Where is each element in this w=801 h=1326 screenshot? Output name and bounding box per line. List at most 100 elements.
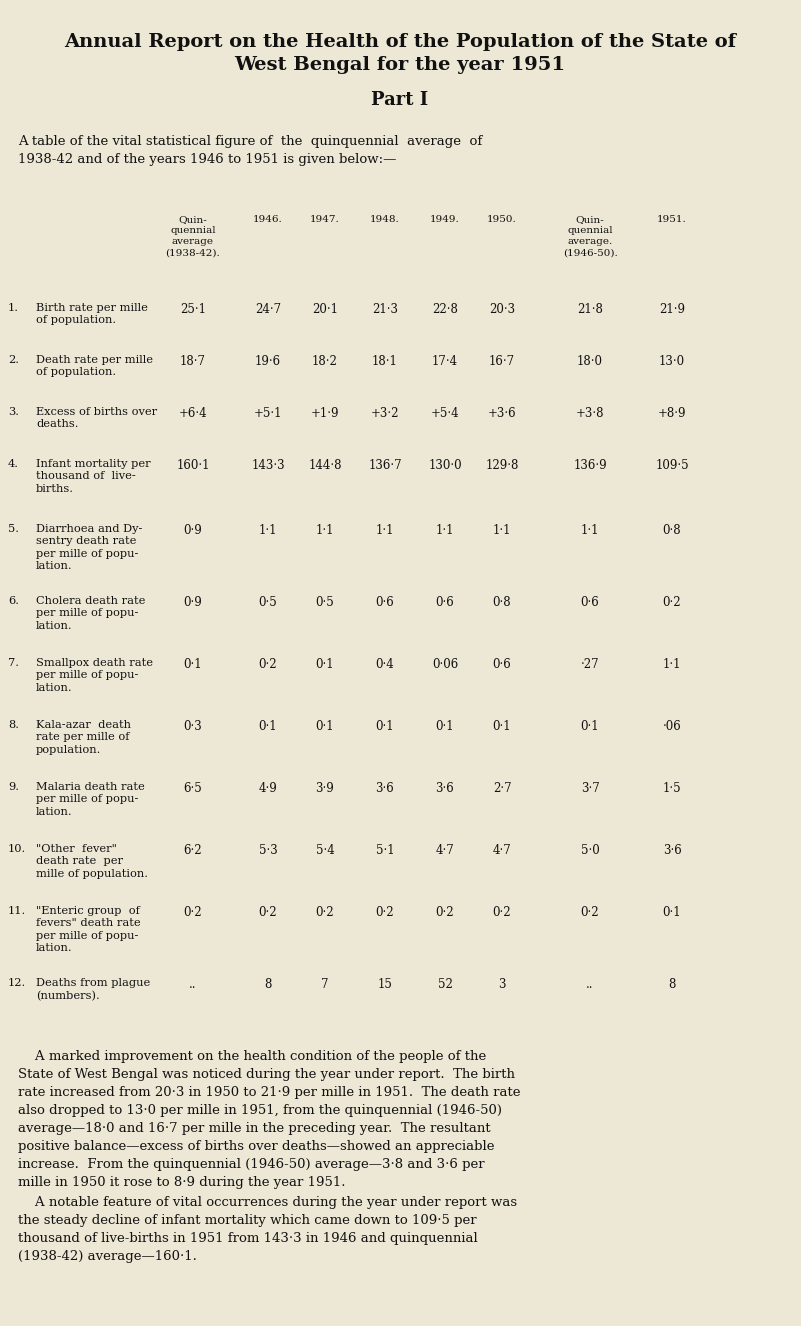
Text: 1·1: 1·1 xyxy=(662,658,681,671)
Text: 21·8: 21·8 xyxy=(577,304,603,316)
Text: Infant mortality per
thousand of  live-
births.: Infant mortality per thousand of live- b… xyxy=(36,459,151,493)
Text: 0·2: 0·2 xyxy=(436,906,454,919)
Text: +6·4: +6·4 xyxy=(179,407,207,420)
Text: 3: 3 xyxy=(498,979,505,991)
Text: 2.: 2. xyxy=(8,355,19,365)
Text: 4·7: 4·7 xyxy=(493,845,511,857)
Text: +3·6: +3·6 xyxy=(488,407,517,420)
Text: 4·7: 4·7 xyxy=(436,845,454,857)
Text: 1·1: 1·1 xyxy=(376,524,394,537)
Text: 129·8: 129·8 xyxy=(485,459,519,472)
Text: 1949.: 1949. xyxy=(430,215,460,224)
Text: Death rate per mille
of population.: Death rate per mille of population. xyxy=(36,355,153,378)
Text: "Other  fever"
death rate  per
mille of population.: "Other fever" death rate per mille of po… xyxy=(36,845,148,879)
Text: 24·7: 24·7 xyxy=(255,304,281,316)
Text: 0·1: 0·1 xyxy=(376,720,394,733)
Text: 0·9: 0·9 xyxy=(183,595,203,609)
Text: Cholera death rate
per mille of popu-
lation.: Cholera death rate per mille of popu- la… xyxy=(36,595,145,631)
Text: 6·2: 6·2 xyxy=(183,845,203,857)
Text: 3·6: 3·6 xyxy=(436,782,454,796)
Text: +5·1: +5·1 xyxy=(254,407,282,420)
Text: 0·1: 0·1 xyxy=(183,658,203,671)
Text: 18·0: 18·0 xyxy=(577,355,603,369)
Text: 0·5: 0·5 xyxy=(316,595,334,609)
Text: 21·9: 21·9 xyxy=(659,304,685,316)
Text: 7.: 7. xyxy=(8,658,19,668)
Text: A table of the vital statistical figure of  the  quinquennial  average  of: A table of the vital statistical figure … xyxy=(18,135,482,149)
Text: 6·5: 6·5 xyxy=(183,782,203,796)
Text: 0·1: 0·1 xyxy=(662,906,682,919)
Text: 0·4: 0·4 xyxy=(376,658,394,671)
Text: +3·8: +3·8 xyxy=(576,407,604,420)
Text: 0·2: 0·2 xyxy=(376,906,394,919)
Text: 0·6: 0·6 xyxy=(436,595,454,609)
Text: 8.: 8. xyxy=(8,720,19,731)
Text: 4.: 4. xyxy=(8,459,19,469)
Text: +1·9: +1·9 xyxy=(311,407,340,420)
Text: 7: 7 xyxy=(321,979,328,991)
Text: A marked improvement on the health condition of the people of the
State of West : A marked improvement on the health condi… xyxy=(18,1050,521,1189)
Text: 0·1: 0·1 xyxy=(581,720,599,733)
Text: Diarrhoea and Dy-
sentry death rate
per mille of popu-
lation.: Diarrhoea and Dy- sentry death rate per … xyxy=(36,524,143,572)
Text: 1947.: 1947. xyxy=(310,215,340,224)
Text: 0·2: 0·2 xyxy=(259,906,277,919)
Text: Part I: Part I xyxy=(372,91,429,109)
Text: 1·5: 1·5 xyxy=(662,782,682,796)
Text: 0·8: 0·8 xyxy=(493,595,511,609)
Text: 22·8: 22·8 xyxy=(432,304,458,316)
Text: ·27: ·27 xyxy=(581,658,599,671)
Text: 0·1: 0·1 xyxy=(259,720,277,733)
Text: Quin-
quennial
average.
(1946-50).: Quin- quennial average. (1946-50). xyxy=(562,215,618,257)
Text: 1950.: 1950. xyxy=(487,215,517,224)
Text: 3·6: 3·6 xyxy=(376,782,394,796)
Text: West Bengal for the year 1951: West Bengal for the year 1951 xyxy=(235,56,566,74)
Text: 1.: 1. xyxy=(8,304,19,313)
Text: 144·8: 144·8 xyxy=(308,459,342,472)
Text: ·06: ·06 xyxy=(662,720,682,733)
Text: 3.: 3. xyxy=(8,407,19,416)
Text: 13·0: 13·0 xyxy=(659,355,685,369)
Text: 0·1: 0·1 xyxy=(316,720,334,733)
Text: 10.: 10. xyxy=(8,845,26,854)
Text: 9.: 9. xyxy=(8,782,19,792)
Text: A notable feature of vital occurrences during the year under report was
the stea: A notable feature of vital occurrences d… xyxy=(18,1196,517,1262)
Text: 5·4: 5·4 xyxy=(316,845,334,857)
Text: Birth rate per mille
of population.: Birth rate per mille of population. xyxy=(36,304,148,325)
Text: 1·1: 1·1 xyxy=(493,524,511,537)
Text: 16·7: 16·7 xyxy=(489,355,515,369)
Text: 6.: 6. xyxy=(8,595,19,606)
Text: 0·2: 0·2 xyxy=(183,906,203,919)
Text: 130·0: 130·0 xyxy=(429,459,462,472)
Text: +3·2: +3·2 xyxy=(371,407,399,420)
Text: 3·9: 3·9 xyxy=(316,782,334,796)
Text: 0·2: 0·2 xyxy=(581,906,599,919)
Text: 1·1: 1·1 xyxy=(316,524,334,537)
Text: 143·3: 143·3 xyxy=(252,459,285,472)
Text: 52: 52 xyxy=(437,979,453,991)
Text: 0·2: 0·2 xyxy=(316,906,334,919)
Text: 1948.: 1948. xyxy=(370,215,400,224)
Text: 17·4: 17·4 xyxy=(432,355,458,369)
Text: 0·2: 0·2 xyxy=(493,906,511,919)
Text: 136·9: 136·9 xyxy=(574,459,607,472)
Text: 15: 15 xyxy=(377,979,392,991)
Text: 5·0: 5·0 xyxy=(581,845,599,857)
Text: ..: .. xyxy=(189,979,197,991)
Text: 0·8: 0·8 xyxy=(662,524,682,537)
Text: 3·7: 3·7 xyxy=(581,782,599,796)
Text: 160·1: 160·1 xyxy=(176,459,210,472)
Text: 5·3: 5·3 xyxy=(259,845,277,857)
Text: 18·1: 18·1 xyxy=(372,355,398,369)
Text: 0·1: 0·1 xyxy=(436,720,454,733)
Text: 0·3: 0·3 xyxy=(183,720,203,733)
Text: 1·1: 1·1 xyxy=(259,524,277,537)
Text: Annual Report on the Health of the Population of the State of: Annual Report on the Health of the Popul… xyxy=(64,33,736,50)
Text: "Enteric group  of
fevers" death rate
per mille of popu-
lation.: "Enteric group of fevers" death rate per… xyxy=(36,906,141,953)
Text: Malaria death rate
per mille of popu-
lation.: Malaria death rate per mille of popu- la… xyxy=(36,782,145,817)
Text: 0·6: 0·6 xyxy=(493,658,511,671)
Text: 21·3: 21·3 xyxy=(372,304,398,316)
Text: +8·9: +8·9 xyxy=(658,407,686,420)
Text: 0·9: 0·9 xyxy=(183,524,203,537)
Text: Smallpox death rate
per mille of popu-
lation.: Smallpox death rate per mille of popu- l… xyxy=(36,658,153,692)
Text: 19·6: 19·6 xyxy=(255,355,281,369)
